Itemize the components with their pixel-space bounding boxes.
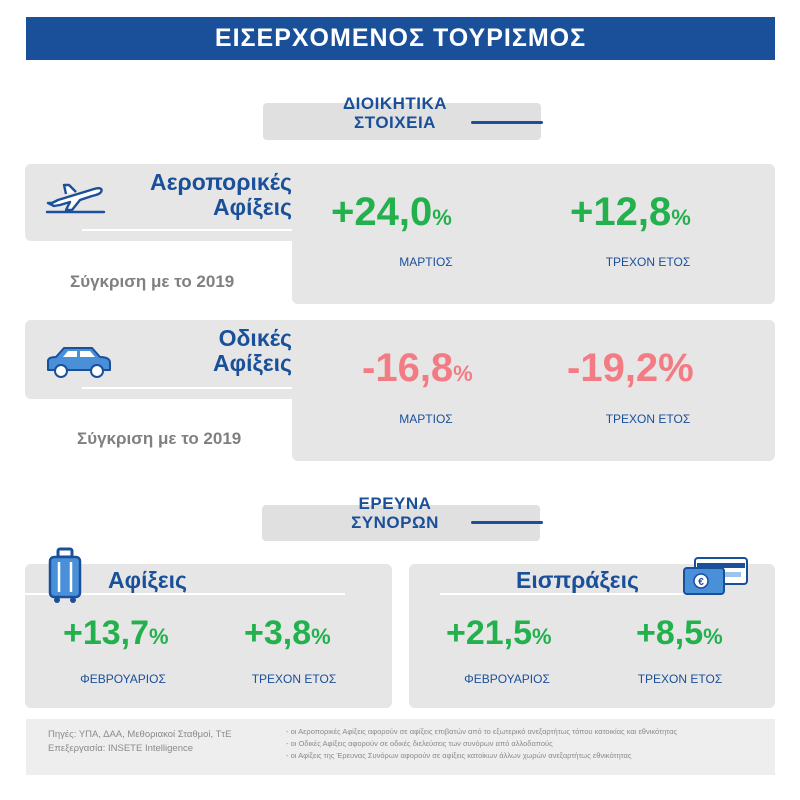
page-title: ΕΙΣΕΡΧΟΜΕΝΟΣ ΤΟΥΡΙΣΜΟΣ [214, 24, 587, 52]
svg-text:€: € [698, 577, 704, 588]
receipts-ytd-value: +8,5% [636, 614, 723, 652]
footer [26, 719, 775, 775]
air-ytd-label: ΤΡΕΧΟΝ ΕΤΟΣ [605, 255, 691, 269]
border-arrivals-label: Αφίξεις [108, 567, 187, 593]
air-comparison-note: Σύγκριση με το 2019 [70, 272, 235, 291]
footer-note-air: - οι Αεροπορικές Αφίξεις αφορούν σε αφίξ… [286, 727, 678, 736]
section-title-line1: ΔΙΟΙΚΗΤΙΚΑ [342, 94, 448, 113]
title-banner: ΕΙΣΕΡΧΟΜΕΝΟΣ ΤΟΥΡΙΣΜΟΣ [26, 17, 775, 60]
footer-note-border: - οι Αφίξεις της Έρευνας Συνόρων αφορούν… [286, 751, 632, 760]
footer-sources: Πηγές: ΥΠΑ, ΔΑΑ, Μεθοριακοί Σταθμοί, ΤτΕ [48, 729, 232, 740]
section-title-line2: ΣΥΝΟΡΩΝ [351, 513, 439, 532]
credit-card-euro-icon: € [681, 556, 751, 598]
air-label-line2: Αφίξεις [213, 194, 292, 220]
arrivals-february-label: ΦΕΒΡΟΥΑΡΙΟΣ [80, 672, 166, 686]
air-march-value: +24,0% [331, 190, 452, 234]
road-arrivals-values-panel [292, 320, 775, 461]
border-arrivals-card [25, 564, 392, 708]
road-label-line2: Αφίξεις [213, 350, 292, 376]
air-arrivals-label: Αεροπορικές Αφίξεις [110, 170, 292, 220]
road-label-underline [82, 387, 292, 389]
section-title-line1: ΕΡΕΥΝΑ [358, 494, 432, 513]
receipts-ytd-label: ΤΡΕΧΟΝ ΕΤΟΣ [637, 672, 723, 686]
footer-processing: Επεξεργασία: INSETE Intelligence [48, 743, 194, 754]
car-icon [44, 344, 114, 380]
arrivals-february-value: +13,7% [63, 614, 169, 652]
receipts-february-value: +21,5% [446, 614, 552, 652]
arrivals-ytd-label: ΤΡΕΧΟΝ ΕΤΟΣ [251, 672, 337, 686]
receipts-february-label: ΦΕΒΡΟΥΑΡΙΟΣ [464, 672, 550, 686]
section-title-border: ΕΡΕΥΝΑ ΣΥΝΟΡΩΝ [315, 494, 475, 532]
footer-note-road: - οι Οδικές Αφίξεις αφορούν σε οδικές δι… [286, 739, 553, 748]
road-arrivals-label: Οδικές Αφίξεις [110, 326, 292, 376]
section-title-line2: ΣΤΟΙΧΕΙΑ [354, 113, 436, 132]
air-arrivals-values-panel [292, 164, 775, 304]
airplane-icon [44, 176, 106, 216]
air-ytd-value: +12,8% [570, 190, 691, 234]
road-comparison-note: Σύγκριση με το 2019 [77, 429, 242, 448]
air-march-label: ΜΑΡΤΙΟΣ [399, 255, 453, 269]
receipts-underline [440, 593, 720, 595]
air-label-underline [82, 229, 292, 231]
section-title-admin: ΔΙΟΙΚΗΤΙΚΑ ΣΤΟΙΧΕΙΑ [320, 94, 470, 132]
road-march-label: ΜΑΡΤΙΟΣ [399, 412, 453, 426]
road-ytd-value: -19,2% [567, 346, 694, 390]
road-ytd-label: ΤΡΕΧΟΝ ΕΤΟΣ [605, 412, 691, 426]
road-label-line1: Οδικές [218, 325, 292, 351]
section-underline [471, 121, 543, 124]
arrivals-ytd-value: +3,8% [244, 614, 331, 652]
air-label-line1: Αεροπορικές [150, 169, 292, 195]
receipts-label: Εισπράξεις [516, 567, 639, 593]
road-march-value: -16,8% [362, 346, 473, 390]
section-underline [471, 521, 543, 524]
arrivals-underline [25, 593, 345, 595]
suitcase-icon [46, 547, 84, 605]
